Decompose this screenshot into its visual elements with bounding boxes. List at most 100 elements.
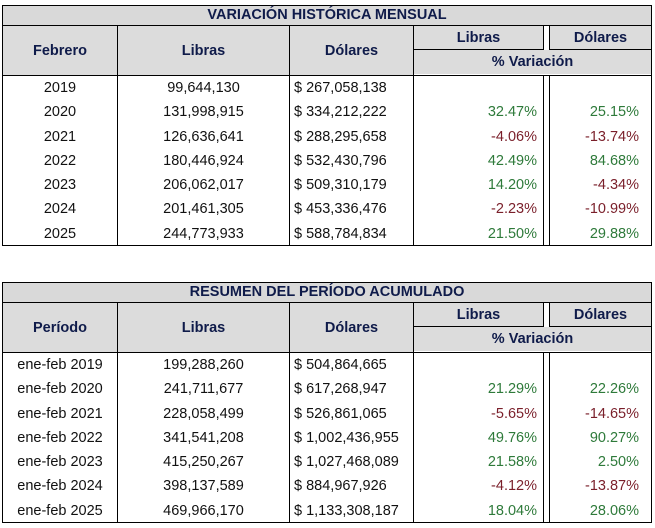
row-var-dolares: 29.88%	[589, 225, 639, 242]
row-dolares: $ 453,336,476	[290, 197, 414, 222]
row-dolares: $ 1,027,468,089	[290, 450, 414, 475]
row-libras: 469,966,170	[118, 498, 290, 523]
row-var-libras: 21.50%	[414, 221, 544, 246]
row-var-dolares: -14.65%	[584, 405, 639, 422]
monthly-variation-table: VARIACIÓN HISTÓRICA MENSUAL Febrero Libr…	[2, 5, 652, 247]
row-var-libras: 21.58%	[414, 450, 544, 475]
row-var-dolares: -4.34%	[593, 177, 639, 194]
header-libras: Libras	[118, 303, 290, 353]
header-dolares: Dólares	[290, 303, 414, 353]
row-var-libras: 49.76%	[414, 425, 544, 451]
row-var-dolares: -13.74%	[584, 128, 639, 145]
row-period: ene-feb 2021	[3, 401, 118, 426]
row-var-libras: -2.23%	[414, 197, 544, 222]
table-row: 2020 131,998,915 $ 334,212,222 32.47% 25.15%	[2, 100, 652, 125]
header-var-libras: Libras	[414, 26, 544, 50]
row-var-dolares: 90.27%	[589, 429, 639, 446]
table-row: 2021 126,636,641 $ 288,295,658 -4.06% -13.74…	[2, 124, 652, 149]
row-dolares: $ 884,967,926	[290, 474, 414, 499]
header-dolares: Dólares	[290, 26, 414, 76]
row-gap	[544, 401, 550, 426]
row-libras: 199,288,260	[118, 353, 290, 378]
row-dolares: $ 532,430,796	[290, 148, 414, 174]
row-libras: 415,250,267	[118, 450, 290, 475]
row-dolares: $ 288,295,658	[290, 124, 414, 149]
row-var-dolares	[550, 76, 651, 100]
row-period: 2021	[3, 124, 118, 149]
header-libras: Libras	[118, 26, 290, 76]
row-gap	[544, 100, 550, 125]
table-row: ene-feb 2023 415,250,267 $ 1,027,468,089 21…	[2, 450, 652, 475]
row-var-dolares: -10.99%	[584, 201, 639, 218]
row-period: ene-feb 2020	[3, 377, 118, 402]
row-libras: 244,773,933	[118, 221, 290, 246]
row-libras: 228,058,499	[118, 401, 290, 426]
row-var-libras: 42.49%	[414, 148, 544, 174]
header-period: Febrero	[3, 26, 118, 76]
row-dolares: $ 504,864,665	[290, 353, 414, 378]
table-row: 2024 201,461,305 $ 453,336,476 -2.23% -10.99…	[2, 197, 652, 222]
row-var-libras: 21.29%	[414, 377, 544, 402]
row-period: ene-feb 2025	[3, 498, 118, 523]
table-header: Febrero Libras Dólares Libras Dólares % …	[2, 26, 652, 76]
table-row: 2025 244,773,933 $ 588,784,834 21.50% 29.88%	[2, 221, 652, 247]
row-var-dolares: 25.15%	[589, 104, 639, 121]
row-var-libras: 18.04%	[414, 498, 544, 523]
row-var-libras: -4.12%	[414, 474, 544, 499]
table-header: Período Libras Dólares Libras Dólares % …	[2, 303, 652, 353]
row-gap	[544, 197, 550, 222]
row-libras: 341,541,208	[118, 425, 290, 451]
row-period: 2023	[3, 173, 118, 198]
row-var-dolares: -13.87%	[584, 478, 639, 495]
table-row: ene-feb 2022 341,541,208 $ 1,002,436,955 49…	[2, 425, 652, 451]
row-dolares: $ 526,861,065	[290, 401, 414, 426]
row-gap	[544, 173, 550, 198]
row-libras: 180,446,924	[118, 148, 290, 174]
row-gap	[544, 76, 550, 101]
row-var-dolares: 2.50%	[597, 454, 639, 471]
row-var-dolares: 22.26%	[589, 381, 639, 398]
header-variation-group: Libras Dólares % Variación	[414, 303, 651, 353]
row-period: 2019	[3, 76, 118, 101]
table-title: VARIACIÓN HISTÓRICA MENSUAL	[2, 5, 652, 26]
header-var-dolares: Dólares	[550, 303, 651, 327]
row-libras: 398,137,589	[118, 474, 290, 499]
row-dolares: $ 1,002,436,955	[290, 425, 414, 451]
row-period: ene-feb 2022	[3, 425, 118, 451]
row-gap	[544, 474, 550, 499]
table-row: ene-feb 2024 398,137,589 $ 884,967,926 -4.1…	[2, 474, 652, 499]
row-gap	[544, 353, 550, 378]
row-period: 2020	[3, 100, 118, 125]
table-row: ene-feb 2025 469,966,170 $ 1,133,308,187 18…	[2, 498, 652, 524]
row-gap	[544, 377, 550, 402]
row-dolares: $ 334,212,222	[290, 100, 414, 125]
row-gap	[544, 221, 550, 246]
table-body: ene-feb 2019 199,288,260 $ 504,864,665 ene-…	[2, 353, 652, 524]
row-libras: 99,644,130	[118, 76, 290, 101]
row-var-dolares: 84.68%	[589, 152, 639, 169]
table-row: ene-feb 2019 199,288,260 $ 504,864,665	[2, 353, 652, 378]
row-dolares: $ 588,784,834	[290, 221, 414, 246]
table-row: 2023 206,062,017 $ 509,310,179 14.20% -4.34%	[2, 173, 652, 198]
table-row: ene-feb 2020 241,711,677 $ 617,268,947 21.2…	[2, 377, 652, 402]
table-title: RESUMEN DEL PERÍODO ACUMULADO	[2, 282, 652, 303]
row-period: 2025	[3, 221, 118, 246]
table-body: 2019 99,644,130 $ 267,058,138 2020 131,998,9…	[2, 76, 652, 247]
row-libras: 206,062,017	[118, 173, 290, 198]
row-gap	[544, 498, 550, 523]
row-libras: 131,998,915	[118, 100, 290, 125]
row-var-libras: -5.65%	[414, 401, 544, 426]
table-row: ene-feb 2021 228,058,499 $ 526,861,065 -5.6…	[2, 401, 652, 426]
row-var-dolares: 28.06%	[589, 502, 639, 519]
table-row: 2022 180,446,924 $ 532,430,796 42.49% 84.68%	[2, 148, 652, 174]
row-var-libras	[414, 353, 544, 378]
header-period: Período	[3, 303, 118, 353]
row-var-libras: 32.47%	[414, 100, 544, 125]
row-var-libras: -4.06%	[414, 124, 544, 149]
header-variation: % Variación	[414, 50, 651, 74]
row-period: ene-feb 2024	[3, 474, 118, 499]
cumulative-summary-table: RESUMEN DEL PERÍODO ACUMULADO Período Li…	[2, 282, 652, 524]
row-libras: 126,636,641	[118, 124, 290, 149]
header-variation-group: Libras Dólares % Variación	[414, 26, 651, 76]
row-period: 2024	[3, 197, 118, 222]
